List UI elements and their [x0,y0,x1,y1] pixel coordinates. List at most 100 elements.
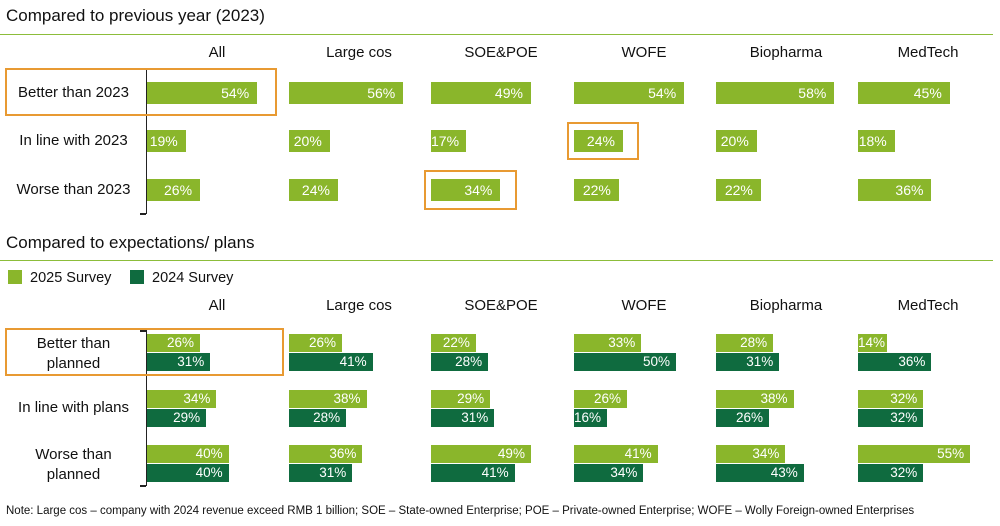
legend-2025-swatch [8,270,22,284]
bar-bottom-2024-wofe-worse-than-planned-label: 34% [610,465,638,480]
bar-top-medtech-better-than-2023 [858,82,950,104]
bar-top-medtech-in-line-with-2023-label: 18% [858,133,887,149]
bar-top-soe-poe-worse-than-2023-label: 34% [464,182,493,198]
bar-bottom-2024-medtech-in-line-with-plans-label: 32% [890,410,918,425]
bottom-chart-title: Compared to expectations/ plans [6,233,255,252]
bar-bottom-2024-biopharma-in-line-with-plans-label: 26% [736,410,764,425]
bar-bottom-2024-large-cos-in-line-with-plans [289,409,347,427]
top-row-label-in-line-with-2023: In line with 2023 [19,132,128,149]
highlight-top-soe-poe-worse-than-2023 [424,170,517,210]
bar-bottom-2025-soe-poe-in-line-with-plans [431,390,491,408]
bar-top-soe-poe-worse-than-2023 [431,179,501,201]
bar-top-wofe-in-line-with-2023-label: 24% [586,133,615,149]
legend-2024: 2024 Survey [130,270,233,286]
bar-bottom-2025-biopharma-in-line-with-plans-label: 38% [760,391,788,406]
bar-top-biopharma-worse-than-2023-label: 22% [724,182,753,198]
bottom-row-label-in-line-with-plans: In line with plans [18,399,129,416]
bar-top-all-better-than-2023-label: 54% [221,85,250,101]
bar-top-soe-poe-better-than-2023-label: 49% [494,85,523,101]
top-row-label-better-than-2023: Better than 2023 [18,84,129,101]
bar-bottom-2024-soe-poe-worse-than-planned [431,464,515,482]
bar-bottom-2024-wofe-worse-than-planned [574,464,644,482]
highlight-top-wofe-in-line-with-2023 [567,122,639,160]
bar-bottom-2024-medtech-worse-than-planned-label: 32% [890,465,918,480]
bar-top-medtech-worse-than-2023-label: 36% [895,182,924,198]
bar-bottom-2025-soe-poe-worse-than-planned-label: 49% [497,446,525,461]
bar-bottom-2025-large-cos-worse-than-planned [289,445,363,463]
bar-top-all-in-line-with-2023-label: 19% [149,133,178,149]
bottom-col-header-all: All [208,297,226,314]
bar-bottom-2025-biopharma-worse-than-planned-label: 34% [752,446,780,461]
bottom-col-header-biopharma: Biopharma [749,297,823,314]
bar-bottom-2025-large-cos-better-than-planned-label: 26% [309,335,337,350]
bar-bottom-2025-all-worse-than-planned-label: 40% [195,446,223,461]
bar-bottom-2024-biopharma-better-than-planned-label: 31% [746,354,774,369]
bar-top-wofe-better-than-2023-label: 54% [648,85,677,101]
bar-top-large-cos-in-line-with-2023 [289,130,330,152]
bar-bottom-2024-soe-poe-worse-than-planned-label: 41% [481,465,509,480]
bar-bottom-2025-all-in-line-with-plans-label: 34% [183,391,211,406]
footnote: Note: Large cos – company with 2024 reve… [6,505,915,517]
bar-bottom-2025-wofe-better-than-planned [574,334,642,352]
legend-2024-label: 2024 Survey [152,270,234,286]
bar-bottom-2024-biopharma-better-than-planned [716,353,780,371]
bar-top-large-cos-worse-than-2023-label: 24% [301,182,330,198]
bar-top-wofe-worse-than-2023-label: 22% [582,182,611,198]
bar-bottom-2025-all-in-line-with-plans [147,390,217,408]
bar-top-large-cos-worse-than-2023 [289,179,338,201]
bar-top-all-in-line-with-2023 [147,130,186,152]
bar-bottom-2024-all-in-line-with-plans-label: 29% [173,410,201,425]
bar-bottom-2025-wofe-better-than-planned-label: 33% [608,335,636,350]
bar-bottom-2024-medtech-better-than-planned [858,353,932,371]
bar-bottom-2025-large-cos-in-line-with-plans-label: 38% [333,391,361,406]
bar-bottom-2024-large-cos-better-than-planned-label: 41% [339,354,367,369]
bar-top-wofe-better-than-2023 [574,82,685,104]
bottom-col-header-medtech: MedTech [897,297,959,314]
top-col-header-all: All [208,44,226,61]
bar-bottom-2025-soe-poe-worse-than-planned [431,445,531,463]
bar-bottom-2024-medtech-better-than-planned-label: 36% [898,354,926,369]
bar-top-soe-poe-in-line-with-2023 [431,130,466,152]
bar-top-all-better-than-2023 [147,82,258,104]
bar-bottom-2025-medtech-worse-than-planned [858,445,971,463]
bar-bottom-2025-large-cos-better-than-planned [289,334,343,352]
bar-top-biopharma-worse-than-2023 [716,179,761,201]
top-col-header-medtech: MedTech [897,44,959,61]
bar-top-medtech-worse-than-2023 [858,179,932,201]
bar-top-large-cos-better-than-2023 [289,82,404,104]
bottom-col-header-wofe: WOFE [621,297,667,314]
bar-bottom-2024-biopharma-worse-than-planned [716,464,804,482]
bar-bottom-2024-large-cos-in-line-with-plans-label: 28% [313,410,341,425]
bar-bottom-2024-wofe-in-line-with-plans-label: 16% [574,410,602,425]
bar-bottom-2024-wofe-better-than-planned [574,353,676,371]
bar-bottom-2024-all-better-than-planned [147,353,211,371]
bar-top-medtech-in-line-with-2023 [858,130,895,152]
legend-2025: 2025 Survey [8,270,111,286]
bottom-col-header-soe-poe: SOE&POE [464,297,538,314]
bar-top-biopharma-better-than-2023 [716,82,835,104]
top-title-rule [0,34,993,35]
bar-bottom-2025-wofe-worse-than-planned [574,445,658,463]
bar-top-medtech-better-than-2023-label: 45% [913,85,942,101]
legend-2024-swatch [130,270,144,284]
bar-top-all-worse-than-2023 [147,179,201,201]
highlight-bottom-all-better-than-planned [5,328,284,376]
bottom-row-label-better-than-planned: Better than planned [36,335,111,372]
bar-bottom-2025-all-better-than-planned-label: 26% [167,335,195,350]
bar-bottom-2025-all-worse-than-planned [147,445,229,463]
bar-bottom-2025-large-cos-in-line-with-plans [289,390,367,408]
bar-top-biopharma-in-line-with-2023 [716,130,757,152]
bar-bottom-2024-biopharma-worse-than-planned-label: 43% [770,465,798,480]
bottom-title-rule [0,260,993,261]
bar-bottom-2025-soe-poe-in-line-with-plans-label: 29% [457,391,485,406]
bar-bottom-2025-medtech-better-than-planned-label: 14% [858,335,886,350]
bar-bottom-2025-medtech-worse-than-planned-label: 55% [937,446,965,461]
bar-bottom-2025-wofe-in-line-with-plans [574,390,628,408]
bar-bottom-2025-all-better-than-planned [147,334,201,352]
bar-top-soe-poe-in-line-with-2023-label: 17% [431,133,460,149]
bar-bottom-2025-biopharma-better-than-planned-label: 28% [740,335,768,350]
bar-bottom-2024-medtech-worse-than-planned [858,464,924,482]
bar-bottom-2024-large-cos-better-than-planned [289,353,373,371]
bar-bottom-2024-all-worse-than-planned-label: 40% [195,465,223,480]
